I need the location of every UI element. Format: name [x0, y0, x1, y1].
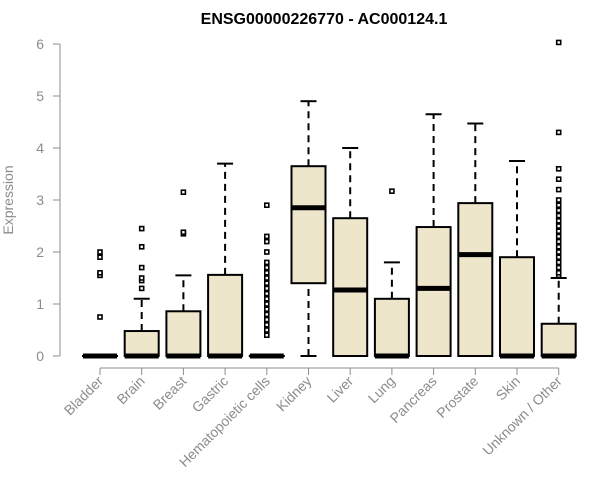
box-rect: [165, 310, 202, 357]
outlier-point: [263, 233, 270, 240]
plot-area: [82, 39, 577, 359]
box-brain: [123, 225, 160, 359]
x-tick-label: Breast: [150, 373, 190, 413]
outlier-point: [263, 321, 270, 328]
box-gastric: [207, 162, 244, 359]
outlier-point: [555, 39, 562, 46]
outlier-point: [555, 264, 562, 271]
outlier-point: [263, 311, 270, 318]
outlier-point: [263, 332, 270, 339]
outlier-point: [180, 189, 187, 195]
outlier-point: [555, 166, 562, 172]
y-tick-label: 4: [36, 140, 44, 156]
outlier-point: [555, 129, 562, 136]
outlier-point: [389, 188, 395, 194]
outlier-point: [263, 280, 270, 287]
outlier-point: [555, 197, 562, 203]
outlier-point: [555, 202, 562, 208]
chart-title: ENSG00000226770 - AC000124.1: [201, 11, 448, 28]
outlier-point: [555, 207, 562, 214]
outlier-point: [263, 295, 270, 302]
box-unknown-other: [540, 39, 577, 359]
outlier-point: [263, 202, 270, 208]
y-tick-label: 0: [36, 348, 44, 364]
outlier-point: [555, 269, 562, 276]
box-rect: [540, 322, 577, 358]
box-liver: [332, 147, 369, 357]
box-kidney: [290, 100, 327, 357]
outlier-point: [263, 285, 270, 292]
outlier-point: [97, 249, 103, 255]
box-rect: [332, 217, 369, 357]
outlier-point: [555, 233, 562, 240]
outlier-point: [555, 249, 562, 255]
outlier-point: [555, 212, 562, 219]
y-axis: 0 1 2 3 4 5 6: [36, 36, 61, 364]
outlier-point: [180, 229, 187, 236]
outlier-point: [555, 238, 562, 245]
x-tick-label: Prostate: [433, 373, 481, 421]
outlier-point: [138, 264, 145, 271]
outlier-point: [263, 264, 270, 271]
box-breast: [165, 189, 202, 359]
outlier-point: [263, 327, 270, 333]
outlier-point: [263, 306, 270, 313]
box-rect: [207, 273, 244, 358]
x-tick-label: Skin: [493, 373, 524, 404]
box-hematopoietic-cells: [248, 202, 285, 359]
x-tick-label: Lung: [365, 373, 398, 406]
x-tick-label: Bladder: [61, 373, 107, 419]
outlier-point: [138, 244, 145, 250]
box-rect: [457, 202, 494, 357]
outlier-point: [263, 269, 270, 276]
outlier-point: [263, 290, 270, 297]
box-rect: [415, 226, 452, 357]
outlier-point: [138, 225, 145, 232]
outlier-point: [263, 301, 270, 307]
outlier-point: [263, 275, 270, 281]
box-rect: [373, 297, 410, 357]
x-tick-label: Kidney: [273, 373, 315, 415]
box-lung: [373, 188, 410, 359]
outlier-point: [555, 254, 562, 260]
outlier-point: [555, 223, 562, 229]
outlier-point: [138, 275, 145, 281]
box-rect: [123, 330, 160, 358]
box-rect: [290, 165, 327, 285]
outlier-point: [555, 218, 562, 224]
y-tick-label: 3: [36, 192, 44, 208]
outlier-point: [138, 285, 145, 292]
y-tick-label: 6: [36, 36, 44, 52]
box-bladder: [82, 249, 118, 359]
x-tick-label: Brain: [113, 373, 147, 407]
outlier-point: [555, 186, 562, 193]
outlier-point: [555, 259, 562, 266]
outlier-point: [555, 176, 562, 182]
box-rect: [499, 256, 535, 358]
outlier-point: [97, 314, 103, 320]
outlier-point: [97, 269, 103, 276]
outlier-point: [555, 244, 562, 250]
y-axis-label: Expression: [0, 165, 16, 234]
y-tick-label: 1: [36, 296, 44, 312]
box-prostate: [457, 122, 494, 357]
y-tick-label: 5: [36, 88, 44, 104]
x-tick-label: Unknown / Other: [479, 373, 565, 459]
x-tick-label: Liver: [324, 373, 357, 406]
box-skin: [499, 160, 535, 359]
outlier-point: [97, 254, 103, 260]
y-tick-label: 2: [36, 244, 44, 260]
outlier-point: [263, 238, 270, 245]
outlier-point: [263, 316, 270, 323]
outlier-point: [555, 228, 562, 234]
box-pancreas: [415, 113, 452, 357]
outlier-point: [263, 259, 270, 266]
outlier-point: [263, 249, 270, 255]
